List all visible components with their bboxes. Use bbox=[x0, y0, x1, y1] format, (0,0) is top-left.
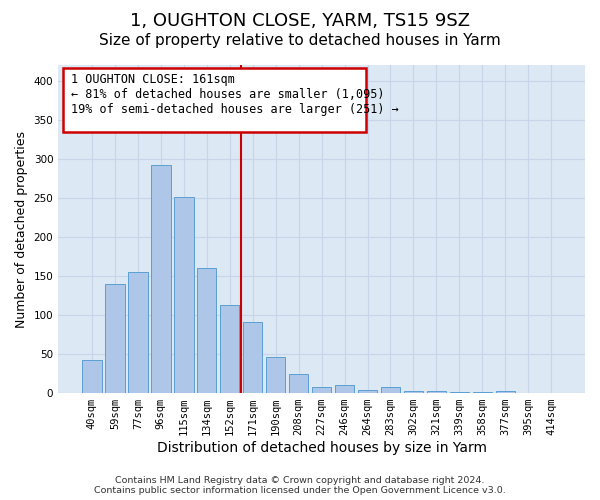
Text: Contains HM Land Registry data © Crown copyright and database right 2024.
Contai: Contains HM Land Registry data © Crown c… bbox=[94, 476, 506, 495]
Bar bbox=[105, 284, 125, 393]
Bar bbox=[496, 390, 515, 393]
Bar bbox=[381, 387, 400, 393]
Bar bbox=[404, 390, 423, 393]
Bar bbox=[449, 392, 469, 393]
Bar bbox=[312, 387, 331, 393]
Bar bbox=[243, 322, 262, 393]
Bar bbox=[335, 386, 355, 393]
Y-axis label: Number of detached properties: Number of detached properties bbox=[15, 130, 28, 328]
X-axis label: Distribution of detached houses by size in Yarm: Distribution of detached houses by size … bbox=[157, 441, 487, 455]
FancyBboxPatch shape bbox=[64, 68, 367, 132]
Bar bbox=[427, 390, 446, 393]
Bar bbox=[473, 392, 492, 393]
Text: 1 OUGHTON CLOSE: 161sqm
← 81% of detached houses are smaller (1,095)
19% of semi: 1 OUGHTON CLOSE: 161sqm ← 81% of detache… bbox=[71, 73, 399, 116]
Bar bbox=[82, 360, 101, 393]
Bar bbox=[266, 357, 286, 393]
Text: 1, OUGHTON CLOSE, YARM, TS15 9SZ: 1, OUGHTON CLOSE, YARM, TS15 9SZ bbox=[130, 12, 470, 30]
Bar bbox=[197, 268, 217, 393]
Text: Size of property relative to detached houses in Yarm: Size of property relative to detached ho… bbox=[99, 32, 501, 48]
Bar bbox=[358, 390, 377, 393]
Bar bbox=[220, 305, 239, 393]
Bar bbox=[128, 272, 148, 393]
Bar bbox=[174, 197, 194, 393]
Bar bbox=[289, 374, 308, 393]
Bar bbox=[151, 165, 170, 393]
